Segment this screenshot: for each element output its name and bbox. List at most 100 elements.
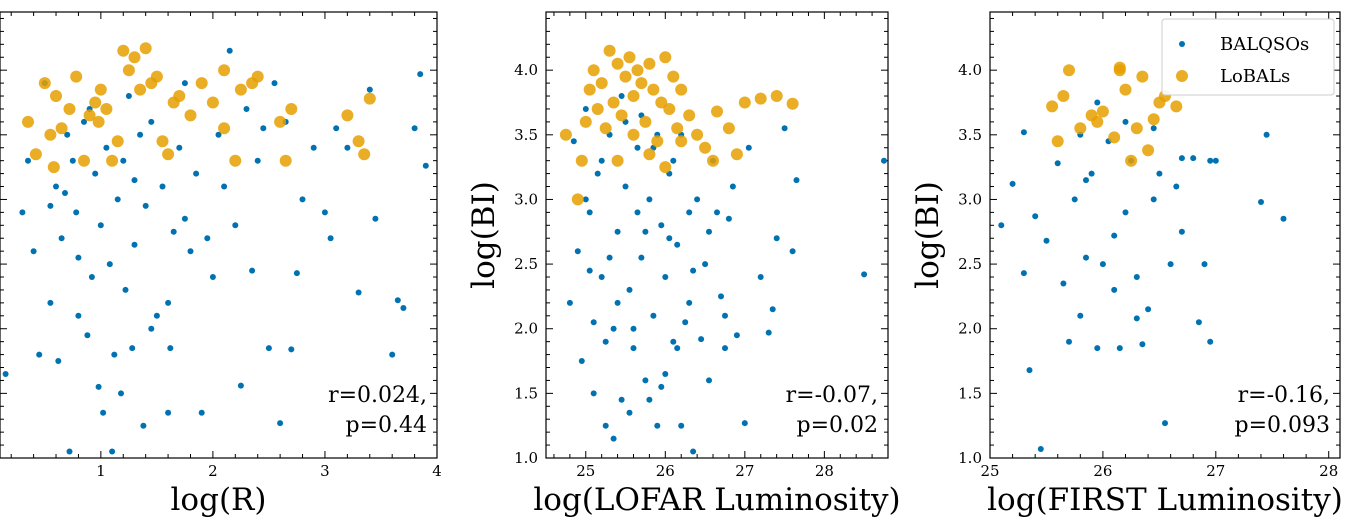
balqso-point <box>722 345 728 352</box>
stat-annotation: p=0.44 <box>345 413 427 438</box>
balqso-point <box>1145 306 1152 313</box>
y-tick-label: 3.5 <box>958 126 982 144</box>
balqso-point <box>1094 345 1101 352</box>
balqso-point <box>400 305 407 311</box>
balqso-point <box>1032 213 1039 220</box>
balqso-point <box>411 125 418 132</box>
y-tick-label: 3.5 <box>514 126 538 144</box>
balqso-point <box>769 306 776 313</box>
balqso-point <box>243 106 250 112</box>
balqso-point <box>265 345 272 352</box>
lobal-point <box>1091 115 1104 128</box>
lobal-point <box>711 105 723 118</box>
balqso-point <box>1258 199 1264 205</box>
balqso-point <box>69 157 76 164</box>
x-tick-label: 25 <box>980 462 999 480</box>
lobal-point <box>1063 64 1075 77</box>
y-tick-label: 2.0 <box>514 320 538 338</box>
balqso-point <box>271 80 278 87</box>
lobal-point <box>607 96 620 109</box>
balqso-point <box>1133 274 1140 280</box>
balqso-point <box>204 235 211 242</box>
balqso-point <box>582 106 589 112</box>
lobal-point <box>659 51 672 64</box>
balqso-point <box>73 209 80 216</box>
balqso-point <box>694 196 701 203</box>
lobal-point <box>1125 154 1138 167</box>
lobal-point <box>218 122 231 135</box>
y-tick-label: 3.0 <box>514 190 538 208</box>
balqso-point <box>658 383 665 390</box>
balqso-point <box>722 312 728 319</box>
x-tick-label: 3 <box>320 462 330 480</box>
balqso-point <box>1207 338 1214 345</box>
balqso-point <box>181 215 188 222</box>
lobal-point <box>627 128 640 141</box>
balqso-point <box>122 286 129 293</box>
balqso-point <box>706 228 712 235</box>
balqso-point <box>215 131 222 138</box>
balqso-point <box>97 222 104 229</box>
lobal-point <box>699 141 712 154</box>
balqso-point <box>153 312 160 319</box>
lobal-point <box>22 115 34 128</box>
balqso-point <box>84 332 91 339</box>
balqso-point <box>634 209 641 216</box>
legend-marker-lobals <box>1176 70 1188 82</box>
balqso-point <box>765 329 772 336</box>
balqso-point <box>686 209 693 216</box>
y-tick-label: 3.0 <box>958 190 982 208</box>
balqso-point <box>674 345 681 352</box>
balqso-point <box>55 358 62 364</box>
balqso-point <box>1043 237 1050 244</box>
balqso-point <box>181 80 188 87</box>
x-tick-label: 2 <box>208 462 218 480</box>
balqso-point <box>165 409 172 416</box>
balqso-point <box>1190 155 1197 162</box>
balqso-point <box>666 235 673 242</box>
plot-frame <box>989 11 1341 459</box>
balqso-point <box>757 274 764 280</box>
x-axis-label: log(FIRST Luminosity) <box>987 482 1343 518</box>
lobal-point <box>1051 135 1064 148</box>
balqso-point <box>36 351 43 358</box>
balqso-point <box>1037 446 1044 452</box>
stat-annotation: p=0.093 <box>1235 413 1331 438</box>
balqso-point <box>566 299 573 306</box>
balqso-point <box>670 338 677 345</box>
balqso-point <box>237 382 244 389</box>
lobal-point <box>1074 122 1087 135</box>
balqso-point <box>614 228 621 235</box>
lobal-point <box>44 128 57 141</box>
lobal-point <box>722 122 735 135</box>
y-tick-label: 4.0 <box>958 61 982 79</box>
y-tick-label: 1.5 <box>958 384 982 402</box>
balqso-point <box>170 228 177 235</box>
lobal-point <box>730 148 743 161</box>
lobal-point <box>619 70 632 83</box>
y-axis-label: log(BI) <box>466 181 502 289</box>
plot-frame <box>545 11 889 459</box>
balqso-point <box>630 325 637 332</box>
balqso-point <box>81 118 87 125</box>
balqso-point <box>678 422 685 429</box>
balqso-point <box>1122 209 1129 216</box>
balqso-point <box>690 267 697 274</box>
balqso-point <box>626 409 633 416</box>
lobal-point <box>111 135 124 148</box>
balqso-point <box>618 396 625 403</box>
points <box>998 61 1287 452</box>
x-tick-label: 28 <box>1319 462 1338 480</box>
balqso-point <box>1122 118 1129 125</box>
panel-log-r: 12341.01.52.02.53.03.54.0r=0.024,p=0.44l… <box>0 11 442 518</box>
balqso-point <box>277 420 284 427</box>
lobal-point <box>667 70 680 83</box>
lobal-point <box>234 83 247 96</box>
balqso-point <box>1083 177 1089 184</box>
balqso-point <box>690 448 697 455</box>
balqso-point <box>622 183 629 190</box>
balqso-point <box>706 377 712 384</box>
lobal-point <box>675 135 688 148</box>
lobal-point <box>92 115 105 128</box>
